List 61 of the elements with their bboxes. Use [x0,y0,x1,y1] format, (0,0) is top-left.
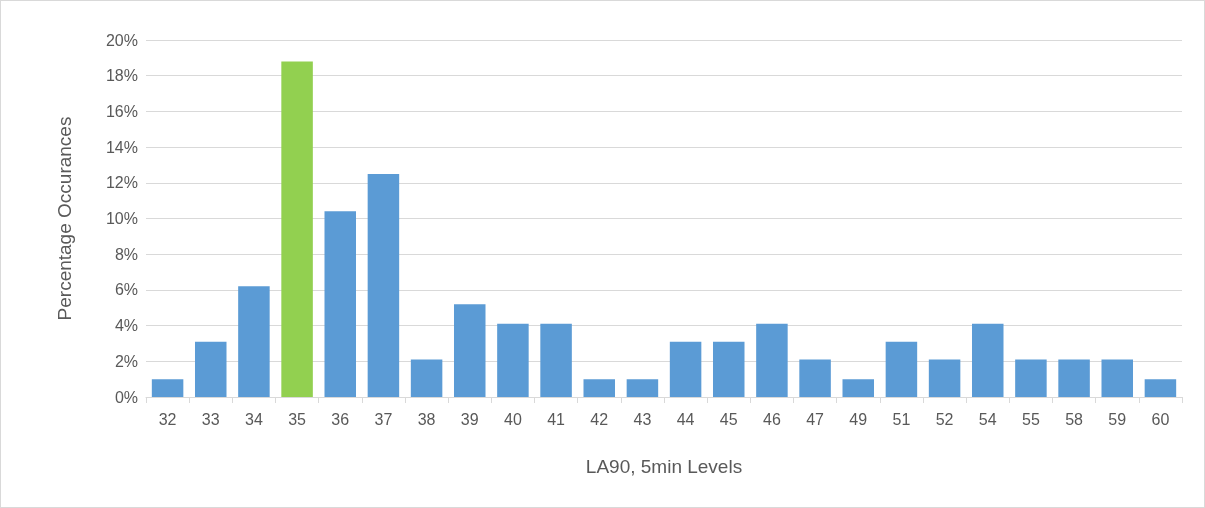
y-tick-label: 4% [114,317,138,335]
bar [1144,379,1177,397]
y-tick-label: 8% [114,245,138,263]
bar [281,61,313,397]
x-axis-title: LA90, 5min Levels [585,456,743,477]
x-tick-label: 58 [1065,410,1084,428]
x-tick-label: 49 [849,410,868,428]
bar [367,173,400,397]
x-tick-label: 52 [935,410,954,428]
x-tick-label: 47 [806,410,825,428]
bar [194,341,227,397]
bar [1015,359,1047,397]
bar [712,341,745,397]
bar [151,379,184,397]
x-tick-label: 59 [1108,410,1127,428]
x-tick-label: 36 [331,410,350,428]
x-tick-label: 41 [547,410,566,428]
x-tick-label: 33 [201,410,220,428]
bar [1101,359,1134,397]
y-tick-label: 14% [105,138,138,156]
x-tick-label: 38 [417,410,436,428]
x-tick-label: 55 [1022,410,1040,428]
bar [885,341,918,397]
x-tick-label: 45 [719,410,738,428]
x-tick-label: 37 [374,410,393,428]
bar [540,323,572,397]
x-tick-label: 46 [763,410,781,428]
bar [669,341,702,397]
bar [410,359,443,397]
y-axis-title: Percentage Occurances [54,116,75,321]
bar [1058,359,1090,397]
y-tick-label: 18% [105,67,138,85]
x-tick-label: 40 [504,410,522,428]
bar [928,359,961,397]
bar [583,379,616,397]
bar [842,379,875,397]
bar [626,379,659,397]
y-tick-label: 10% [105,210,138,227]
x-tick-label: 39 [460,410,479,428]
x-tick-label: 51 [892,410,911,428]
x-tick-label: 35 [288,410,307,428]
x-tick-label: 54 [978,410,997,428]
y-tick-label: 20% [105,31,138,49]
y-tick-label: 2% [114,352,138,370]
bar [238,286,270,397]
x-tick-label: 60 [1151,410,1170,428]
bar [453,304,486,397]
bar [799,359,831,397]
x-tick-label: 34 [245,410,263,428]
bar [324,211,357,397]
x-tick-label: 42 [590,410,609,428]
y-tick-label: 6% [114,281,138,299]
bar [756,323,788,397]
x-tick-label: 32 [158,410,177,428]
bar [971,323,1004,397]
x-tick-label: 44 [676,410,695,428]
y-tick-label: 0% [114,388,138,406]
x-tick-label: 43 [633,410,652,428]
y-tick-label: 16% [105,102,138,120]
y-tick-label: 12% [105,174,138,192]
bar [497,323,529,397]
